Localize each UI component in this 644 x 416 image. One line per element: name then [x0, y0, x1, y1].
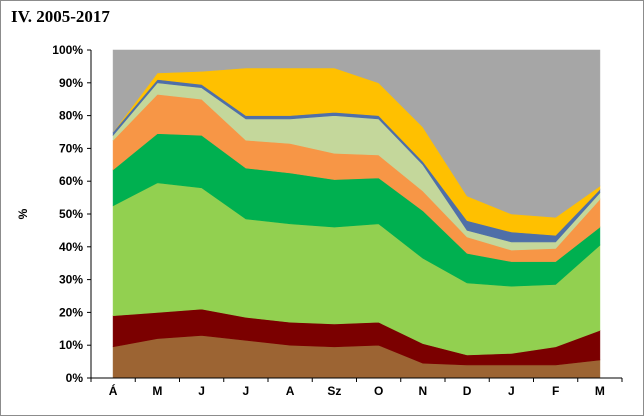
y-tick-label: 90% [59, 76, 83, 90]
x-tick-label: M [595, 384, 605, 398]
y-tick-label: 100% [52, 43, 83, 57]
x-tick-label: N [419, 384, 428, 398]
x-tick-label: D [463, 384, 472, 398]
x-tick-label: A [286, 384, 295, 398]
y-tick-label: 70% [59, 141, 83, 155]
chart-title: IV. 2005-2017 [11, 7, 110, 26]
y-axis-label: % [16, 208, 30, 219]
x-tick-label: J [508, 384, 515, 398]
x-tick-label: F [552, 384, 559, 398]
y-tick-label: 0% [66, 371, 84, 385]
x-tick-label: J [198, 384, 205, 398]
y-tick-label: 80% [59, 109, 83, 123]
y-tick-label: 60% [59, 174, 83, 188]
x-tick-label: J [243, 384, 250, 398]
y-tick-label: 20% [59, 305, 83, 319]
y-tick-label: 50% [59, 207, 83, 221]
x-tick-label: Á [109, 383, 118, 398]
area-series-9 [112, 49, 601, 218]
x-tick-label: Sz [327, 384, 341, 398]
x-tick-label: O [374, 384, 383, 398]
y-tick-label: 10% [59, 338, 83, 352]
y-tick-label: 40% [59, 240, 83, 254]
x-tick-label: M [152, 384, 162, 398]
y-tick-label: 30% [59, 273, 83, 287]
